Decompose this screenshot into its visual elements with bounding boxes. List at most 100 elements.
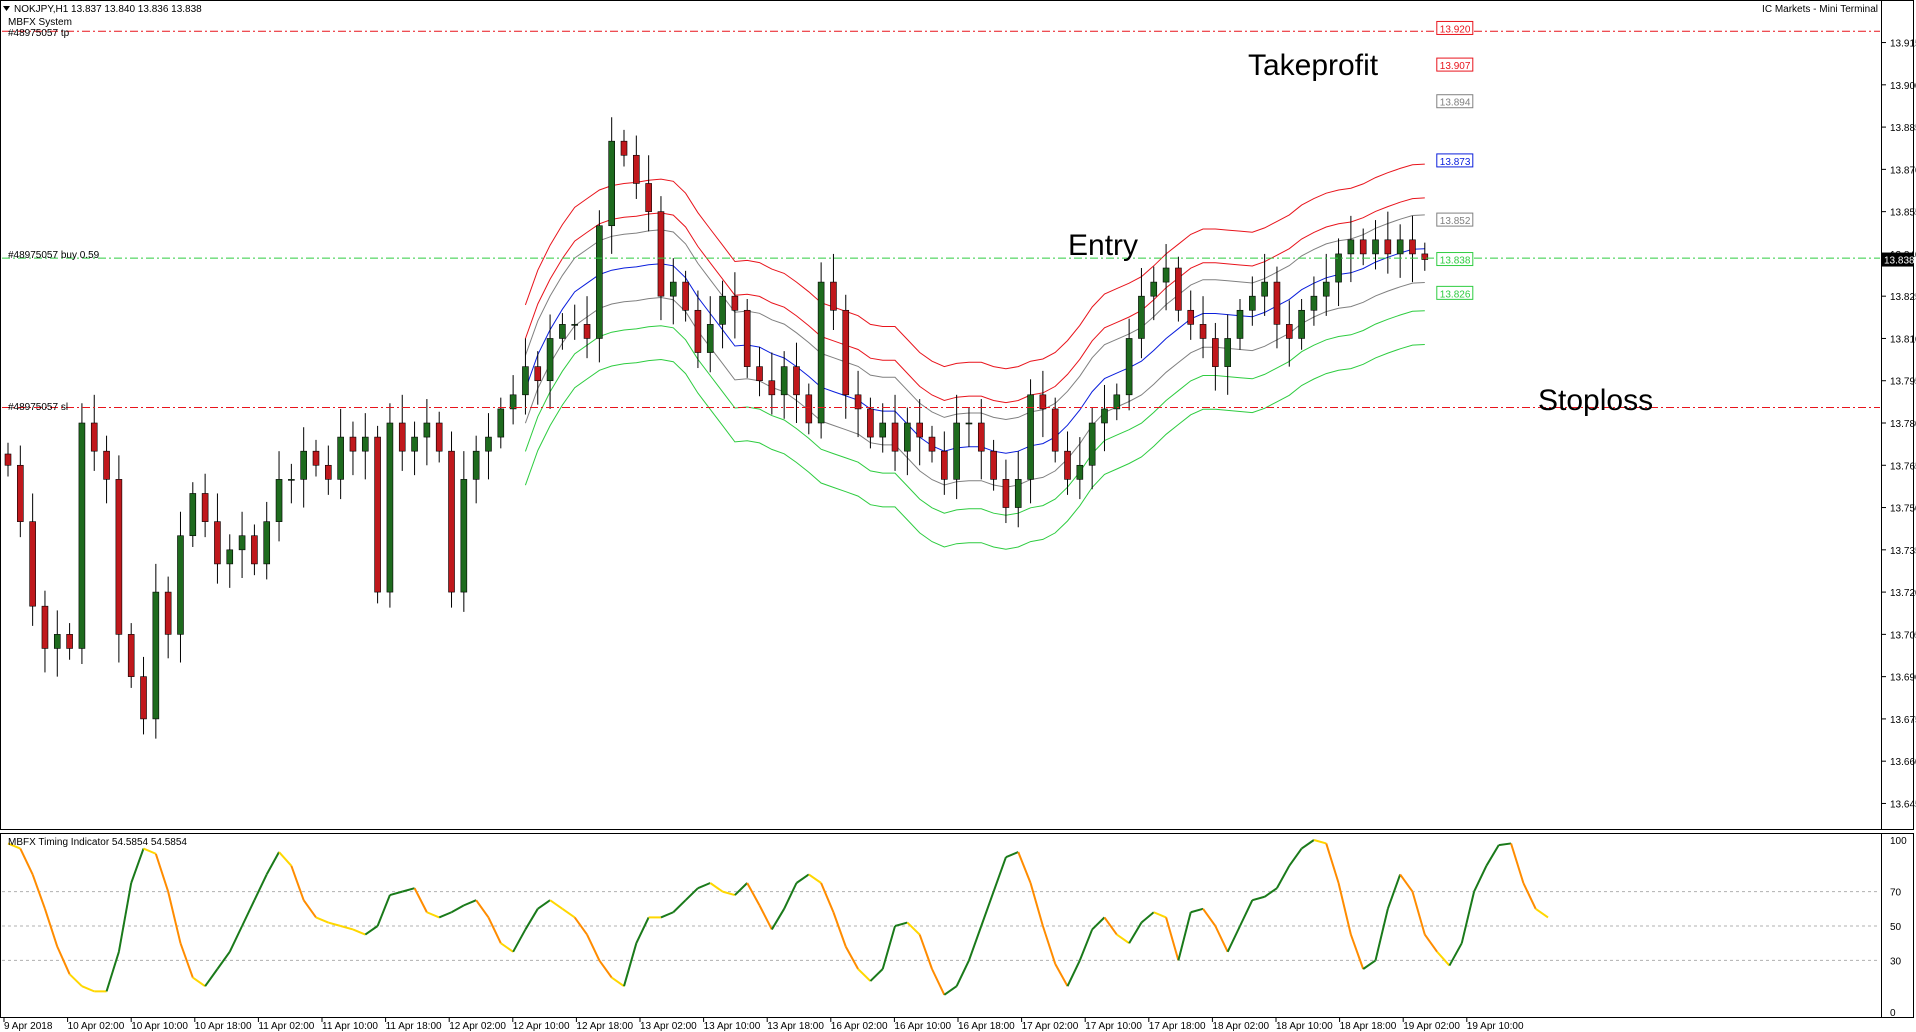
bull-candle <box>719 295 726 325</box>
bear-candle <box>17 464 24 522</box>
dropdown-triangle-icon[interactable] <box>3 6 10 11</box>
timing-segment <box>783 882 798 910</box>
bear-candle <box>214 521 221 565</box>
bear-candle <box>398 422 406 452</box>
indicator-tick-label: 50 <box>1890 922 1902 933</box>
timing-segment <box>1091 916 1106 931</box>
timing-segment <box>19 848 34 875</box>
bull-candle <box>300 450 307 480</box>
bull-candle <box>780 366 788 396</box>
timing-segment <box>1202 908 1217 927</box>
bull-candle <box>1236 309 1244 339</box>
price-tick-label: 13.900 <box>1890 81 1916 92</box>
band-label-box <box>1436 252 1474 267</box>
bear-candle <box>867 408 874 438</box>
bear-candle <box>140 676 147 720</box>
band-label-box <box>1436 94 1474 109</box>
price-tick-label: 13.720 <box>1890 588 1916 599</box>
timing-segment <box>857 968 872 982</box>
bear-candle <box>1409 239 1416 255</box>
timing-segment <box>623 942 638 987</box>
order-lines <box>2 30 1880 408</box>
bear-candle <box>941 450 948 480</box>
bear-candle <box>312 450 320 466</box>
timing-segment <box>1423 934 1438 953</box>
broker-label[interactable]: IC Markets - Mini Terminal <box>1762 4 1878 15</box>
bull-candle <box>411 436 418 452</box>
price-tick-label: 13.645 <box>1890 799 1916 810</box>
timing-segment <box>573 916 588 936</box>
timing-segment <box>1337 882 1352 935</box>
band-label-text: 13.894 <box>1440 98 1471 109</box>
bear-candle <box>349 436 357 452</box>
bear-candle <box>891 422 899 452</box>
bull-candle <box>509 394 517 410</box>
price-tick-label: 13.825 <box>1890 292 1916 303</box>
timing-segment <box>1140 911 1155 924</box>
timing-segment <box>795 873 810 884</box>
bull-candle <box>1310 295 1318 311</box>
time-tick-label: 12 Apr 18:00 <box>576 1021 633 1032</box>
bear-candle <box>743 309 751 367</box>
price-tick-label: 13.915 <box>1890 39 1916 50</box>
bear-candle <box>928 436 936 452</box>
timing-segment <box>1116 933 1130 945</box>
bear-candle <box>694 309 702 353</box>
bull-candle <box>706 324 714 353</box>
timing-segment <box>770 908 786 930</box>
time-tick-label: 13 Apr 10:00 <box>704 1021 761 1032</box>
bear-candle <box>854 394 862 410</box>
band-label-box <box>1436 20 1474 35</box>
bull-candle <box>522 366 529 396</box>
time-tick-label: 10 Apr 18:00 <box>195 1021 252 1032</box>
timing-segment <box>549 899 563 910</box>
bear-candle <box>90 422 98 452</box>
timing-segment <box>881 925 897 970</box>
bear-candle <box>830 281 837 311</box>
timing-segment <box>7 842 21 850</box>
price-tick-label: 13.660 <box>1890 757 1916 768</box>
bear-candle <box>1039 394 1047 410</box>
timing-segment <box>844 946 859 970</box>
timing-segment <box>537 899 551 910</box>
timing-segment <box>204 968 219 987</box>
timing-segment <box>438 911 452 919</box>
bear-candle <box>1273 281 1281 325</box>
band-label-text: 13.852 <box>1440 216 1471 227</box>
bull-candle <box>904 422 911 452</box>
time-tick-label: 17 Apr 18:00 <box>1149 1021 1206 1032</box>
timing-segment <box>265 851 280 875</box>
timing-segment <box>1399 873 1414 893</box>
bear-candle <box>1199 324 1207 339</box>
band-label-text: 13.838 <box>1440 256 1471 267</box>
timing-segment <box>635 916 650 944</box>
bull-candle <box>559 324 566 339</box>
price-tick-label: 13.675 <box>1890 715 1916 726</box>
timing-segment <box>278 851 293 867</box>
time-tick-label: 16 Apr 18:00 <box>958 1021 1015 1032</box>
timing-segment <box>1436 951 1451 967</box>
time-tick-label: 11 Apr 10:00 <box>322 1021 378 1032</box>
band-label-box <box>1436 285 1474 300</box>
timing-segment <box>290 865 305 901</box>
time-tick-label: 18 Apr 02:00 <box>1212 1021 1269 1032</box>
timing-segment <box>117 882 133 952</box>
timing-segment <box>980 891 995 927</box>
timing-segment <box>722 890 736 897</box>
bull-candle <box>1347 239 1355 255</box>
timing-segment <box>512 928 527 953</box>
time-tick-label: 9 Apr 2018 <box>4 1021 53 1032</box>
timing-segment <box>1264 887 1278 898</box>
timing-segment <box>1325 843 1340 884</box>
bear-candle <box>448 450 455 593</box>
timing-segment <box>328 921 341 927</box>
bull-candle <box>669 281 677 297</box>
bull-candle <box>78 422 86 649</box>
bull-candle <box>423 422 431 438</box>
timing-segment <box>1362 959 1377 970</box>
timing-segment <box>1374 908 1389 961</box>
timing-segment <box>1165 917 1180 961</box>
price-tick-label: 13.780 <box>1890 419 1916 430</box>
timing-segment <box>68 973 83 987</box>
